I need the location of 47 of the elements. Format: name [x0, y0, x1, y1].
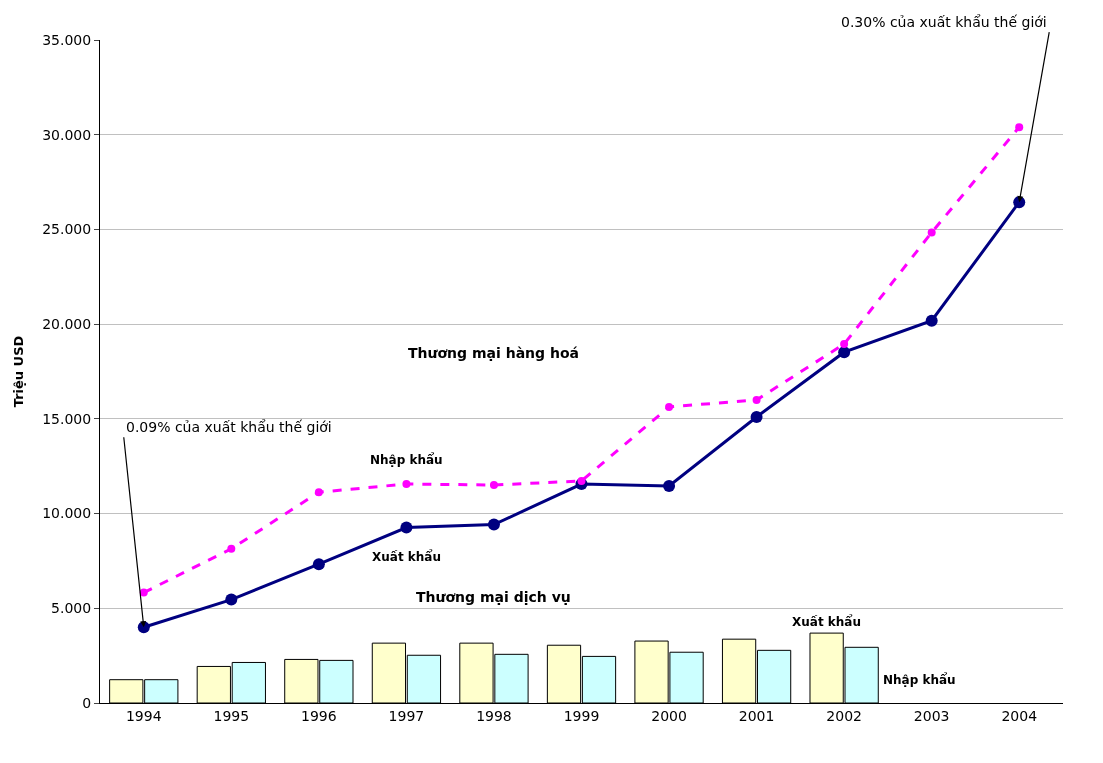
- point: [927, 228, 936, 237]
- y-tick-label: 20.000: [42, 316, 92, 333]
- point: [489, 480, 498, 489]
- y-tick-label: 5.000: [51, 600, 92, 617]
- annotation: 0.09% của xuất khẩu thế giới: [126, 419, 332, 435]
- x-tick-label: 2004: [1001, 707, 1038, 724]
- y-tick-label: 15.000: [42, 410, 92, 427]
- point: [487, 518, 500, 531]
- series-label: Nhập khẩu: [883, 672, 956, 687]
- y-axis-title: Triệu USD: [11, 335, 27, 408]
- y-tick-label: 25.000: [42, 221, 92, 238]
- point: [139, 588, 148, 597]
- point: [750, 410, 763, 423]
- point: [312, 558, 325, 571]
- x-tick-label: 2001: [738, 707, 775, 724]
- series-label: Xuất khẩu: [792, 614, 861, 629]
- point: [1015, 123, 1024, 132]
- point: [838, 346, 851, 359]
- x-tick-label: 1997: [388, 707, 425, 724]
- x-tick-label: 1996: [301, 707, 337, 724]
- y-tick-label: 30.000: [42, 126, 92, 143]
- point: [314, 488, 323, 497]
- series-label: Nhập khẩu: [370, 452, 443, 467]
- point: [225, 593, 238, 606]
- point: [665, 402, 674, 411]
- x-tick-label: 2002: [826, 707, 862, 724]
- x-tick-label: 1995: [213, 707, 250, 724]
- y-tick-label: 0: [82, 694, 92, 711]
- point: [663, 479, 676, 492]
- point: [752, 395, 761, 404]
- point: [227, 544, 236, 553]
- annotation: Thương mại dịch vụ: [416, 589, 571, 605]
- x-tick-label: 2003: [913, 707, 950, 724]
- x-tick-label: 1994: [125, 707, 162, 724]
- annotation: 0.30% của xuất khẩu thế giới: [841, 14, 1047, 30]
- annotation: Thương mại hàng hoá: [408, 345, 579, 361]
- y-tick-label: 10.000: [42, 505, 92, 522]
- x-tick-label: 1998: [476, 707, 512, 724]
- point: [400, 521, 413, 534]
- point: [577, 476, 586, 485]
- y-tick-label: 35.000: [42, 31, 92, 48]
- point: [925, 314, 938, 327]
- series-label: Xuất khẩu: [372, 549, 441, 564]
- point: [840, 340, 849, 349]
- x-tick-label: 1999: [563, 707, 600, 724]
- x-tick-label: 2000: [651, 707, 687, 724]
- point: [402, 480, 411, 489]
